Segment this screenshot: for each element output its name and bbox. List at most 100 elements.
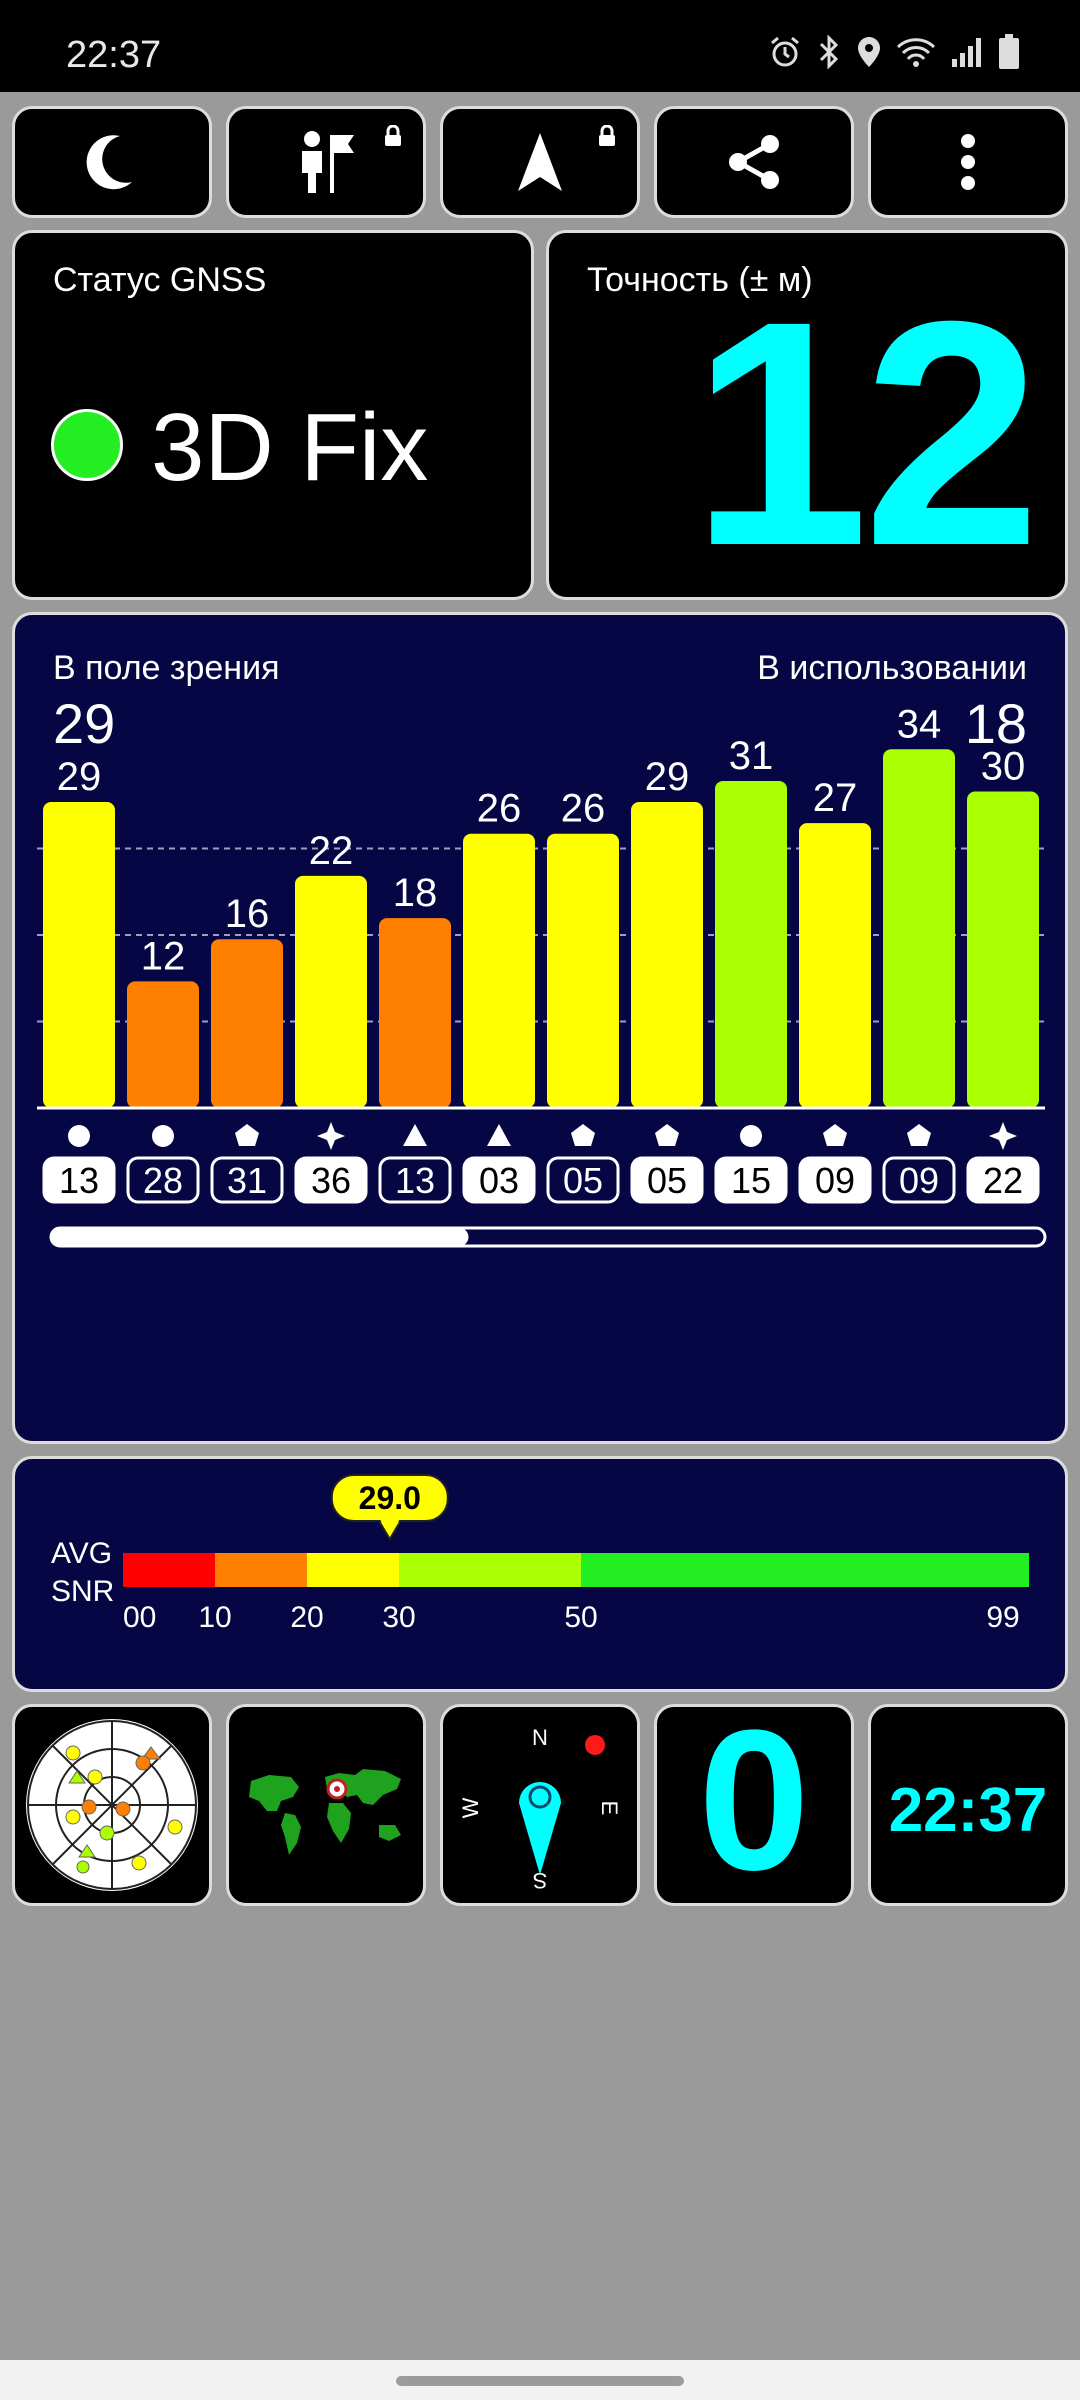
app-content: Статус GNSS 3D Fix Точность (± м) 12 В п… bbox=[0, 92, 1080, 2360]
waypoint-button[interactable] bbox=[226, 106, 426, 218]
in-use-count: 18 bbox=[964, 692, 1027, 755]
constellation-pentagon-icon bbox=[655, 1124, 679, 1146]
snr-bar-value: 31 bbox=[729, 734, 774, 778]
constellation-circle-icon bbox=[740, 1125, 762, 1147]
in-view-count: 29 bbox=[53, 692, 116, 755]
constellation-star-icon bbox=[989, 1122, 1017, 1150]
snr-bar-value: 29 bbox=[645, 755, 690, 799]
constellation-star-icon bbox=[317, 1122, 345, 1150]
snr-bar-value: 29 bbox=[57, 755, 102, 799]
satellite-id: 09 bbox=[815, 1160, 855, 1201]
gnss-status-card: Статус GNSS 3D Fix bbox=[12, 230, 534, 600]
satellite-id: 03 bbox=[479, 1160, 519, 1201]
snr-bar bbox=[631, 802, 703, 1108]
navigation-bar bbox=[0, 2360, 1080, 2400]
satellite-id: 13 bbox=[395, 1160, 435, 1201]
snr-bar bbox=[799, 823, 871, 1108]
alarm-icon bbox=[771, 36, 799, 67]
satellite-id-badge bbox=[210, 1156, 284, 1204]
snr-bar-value: 27 bbox=[813, 776, 858, 820]
status-bar: 22:37 bbox=[0, 0, 1080, 92]
satellite-id-badge bbox=[126, 1156, 200, 1204]
snr-scale-tick: 00 bbox=[123, 1601, 156, 1634]
snr-bar bbox=[379, 918, 451, 1108]
constellation-pentagon-icon bbox=[235, 1124, 259, 1146]
snr-bar bbox=[547, 833, 619, 1108]
compass-icon: N E W S bbox=[458, 1725, 622, 1893]
snr-scale-tick: 99 bbox=[986, 1601, 1019, 1634]
constellation-triangle-icon bbox=[403, 1124, 427, 1146]
navigate-button[interactable] bbox=[440, 106, 640, 218]
clock-widget[interactable]: 22:37 bbox=[868, 1704, 1068, 1906]
signal-icon bbox=[952, 38, 981, 67]
constellation-triangle-icon bbox=[487, 1124, 511, 1146]
snr-scale-segment bbox=[123, 1553, 215, 1587]
compass-east: E bbox=[597, 1801, 622, 1816]
snr-bar bbox=[211, 939, 283, 1108]
clock-value: 22:37 bbox=[888, 1776, 1048, 1845]
satellite-id-badge bbox=[294, 1156, 368, 1204]
snr-scale-tick: 30 bbox=[382, 1601, 415, 1634]
satellite-id: 05 bbox=[647, 1160, 687, 1201]
share-button[interactable] bbox=[654, 106, 854, 218]
location-icon bbox=[858, 37, 880, 67]
snr-label: SNR bbox=[51, 1575, 115, 1608]
snr-scale-tick: 10 bbox=[198, 1601, 231, 1634]
satellite-id-badge bbox=[714, 1156, 788, 1204]
sky-view-widget[interactable] bbox=[12, 1704, 212, 1906]
compass-north: N bbox=[532, 1725, 548, 1750]
sky-plot-icon bbox=[26, 1719, 198, 1891]
accuracy-label: Точность (± м) bbox=[587, 261, 813, 299]
battery-icon bbox=[999, 34, 1019, 69]
status-icons bbox=[768, 34, 1020, 70]
satellite-id: 31 bbox=[227, 1160, 267, 1201]
satellite-id: 28 bbox=[143, 1160, 183, 1201]
snr-bar-value: 12 bbox=[141, 934, 186, 978]
compass-west: W bbox=[458, 1797, 483, 1818]
world-map-widget[interactable] bbox=[226, 1704, 426, 1906]
menu-button[interactable] bbox=[868, 106, 1068, 218]
moon-icon bbox=[86, 135, 132, 190]
satellite-id: 13 bbox=[59, 1160, 99, 1201]
snr-bar-value: 16 bbox=[225, 892, 270, 936]
compass-south: S bbox=[533, 1868, 548, 1893]
compass-widget[interactable]: N E W S bbox=[440, 1704, 640, 1906]
snr-scale-segment bbox=[581, 1553, 1029, 1587]
satellite-id-badge bbox=[378, 1156, 452, 1204]
home-indicator[interactable] bbox=[396, 2376, 684, 2386]
accuracy-value: 12 bbox=[691, 254, 1041, 600]
night-mode-button[interactable] bbox=[12, 106, 212, 218]
chart-scroll-thumb[interactable] bbox=[51, 1228, 469, 1246]
constellation-pentagon-icon bbox=[907, 1124, 931, 1146]
fix-indicator bbox=[51, 409, 123, 481]
snr-bar-chart: 29 13 12 28 16 31 22 36 18 13 26 03 26 05 29 05 31 15 27 09… bbox=[37, 702, 1047, 1248]
speed-widget[interactable]: 0 bbox=[654, 1704, 854, 1906]
snr-scale-tick: 50 bbox=[564, 1601, 597, 1634]
snr-bar bbox=[43, 802, 115, 1108]
wifi-icon bbox=[896, 38, 936, 67]
snr-bar bbox=[883, 749, 955, 1108]
satellite-id-badge bbox=[882, 1156, 956, 1204]
snr-scale-tick: 20 bbox=[290, 1601, 323, 1634]
more-vertical-icon bbox=[961, 134, 975, 190]
avg-label: AVG bbox=[51, 1537, 113, 1570]
satellite-id-badge bbox=[462, 1156, 536, 1204]
person-flag-icon bbox=[302, 131, 354, 193]
snr-bar-value: 34 bbox=[897, 702, 942, 746]
bluetooth-icon bbox=[819, 35, 839, 69]
snr-bar-value: 30 bbox=[981, 745, 1026, 789]
satellite-id: 05 bbox=[563, 1160, 603, 1201]
satellite-id-badge bbox=[630, 1156, 704, 1204]
snr-bar bbox=[127, 981, 199, 1108]
snr-bar bbox=[463, 833, 535, 1108]
satellite-id-badge bbox=[966, 1156, 1040, 1204]
satellite-id: 36 bbox=[311, 1160, 351, 1201]
navigation-arrow-icon bbox=[518, 133, 562, 191]
constellation-pentagon-icon bbox=[823, 1124, 847, 1146]
snr-scale-segment bbox=[399, 1553, 581, 1587]
in-use-label: В использовании bbox=[757, 649, 1027, 687]
satellite-id: 22 bbox=[983, 1160, 1023, 1201]
satellite-chart-card: В поле зрения 29 В использовании 18 29 13… bbox=[12, 612, 1068, 1444]
snr-bar-value: 22 bbox=[309, 829, 354, 873]
world-map-icon bbox=[249, 1769, 401, 1855]
